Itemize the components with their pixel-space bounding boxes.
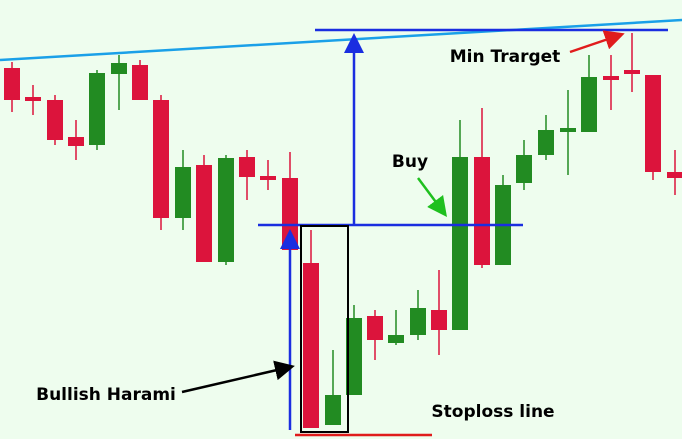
candle-body xyxy=(452,157,468,330)
candle-body xyxy=(89,73,105,145)
candle-body xyxy=(153,100,169,218)
candle-body xyxy=(410,308,426,335)
candle-body xyxy=(260,176,276,180)
candles xyxy=(4,33,682,428)
buy-label: Buy xyxy=(392,152,428,172)
candle-body xyxy=(111,63,127,74)
candle-body xyxy=(624,70,640,74)
candle-body xyxy=(325,395,341,425)
candle-body xyxy=(516,155,532,183)
stoploss-label: Stoploss line xyxy=(431,402,554,422)
candle-body xyxy=(346,318,362,395)
candle-body xyxy=(303,263,319,428)
candle-body xyxy=(645,75,661,172)
pattern-box xyxy=(300,225,349,433)
trendline xyxy=(0,18,682,62)
candle-body xyxy=(47,100,63,140)
candle-body xyxy=(603,76,619,80)
pattern-label: Bullish Harami xyxy=(36,385,176,405)
target-pointer xyxy=(569,30,625,54)
min-target-label: Min Trarget xyxy=(450,47,561,67)
candle-body xyxy=(581,77,597,132)
candle-body xyxy=(538,130,554,155)
candle-body xyxy=(239,157,255,177)
candle-body xyxy=(388,335,404,343)
candle-body xyxy=(474,157,490,265)
candle-body xyxy=(560,128,576,132)
buy-pointer xyxy=(416,177,447,218)
candle-body xyxy=(667,172,682,178)
candle-body xyxy=(218,158,234,262)
candle-body xyxy=(132,65,148,100)
candle-body xyxy=(367,316,383,340)
candle-body xyxy=(175,167,191,218)
candle-body xyxy=(431,310,447,330)
candle-body xyxy=(4,68,20,100)
pattern-pointer xyxy=(181,360,295,394)
candle-body xyxy=(68,137,84,146)
candle-body xyxy=(25,97,41,101)
candle-body xyxy=(196,165,212,262)
